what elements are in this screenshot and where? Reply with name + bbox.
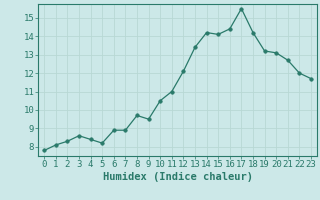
X-axis label: Humidex (Indice chaleur): Humidex (Indice chaleur) [103,172,252,182]
